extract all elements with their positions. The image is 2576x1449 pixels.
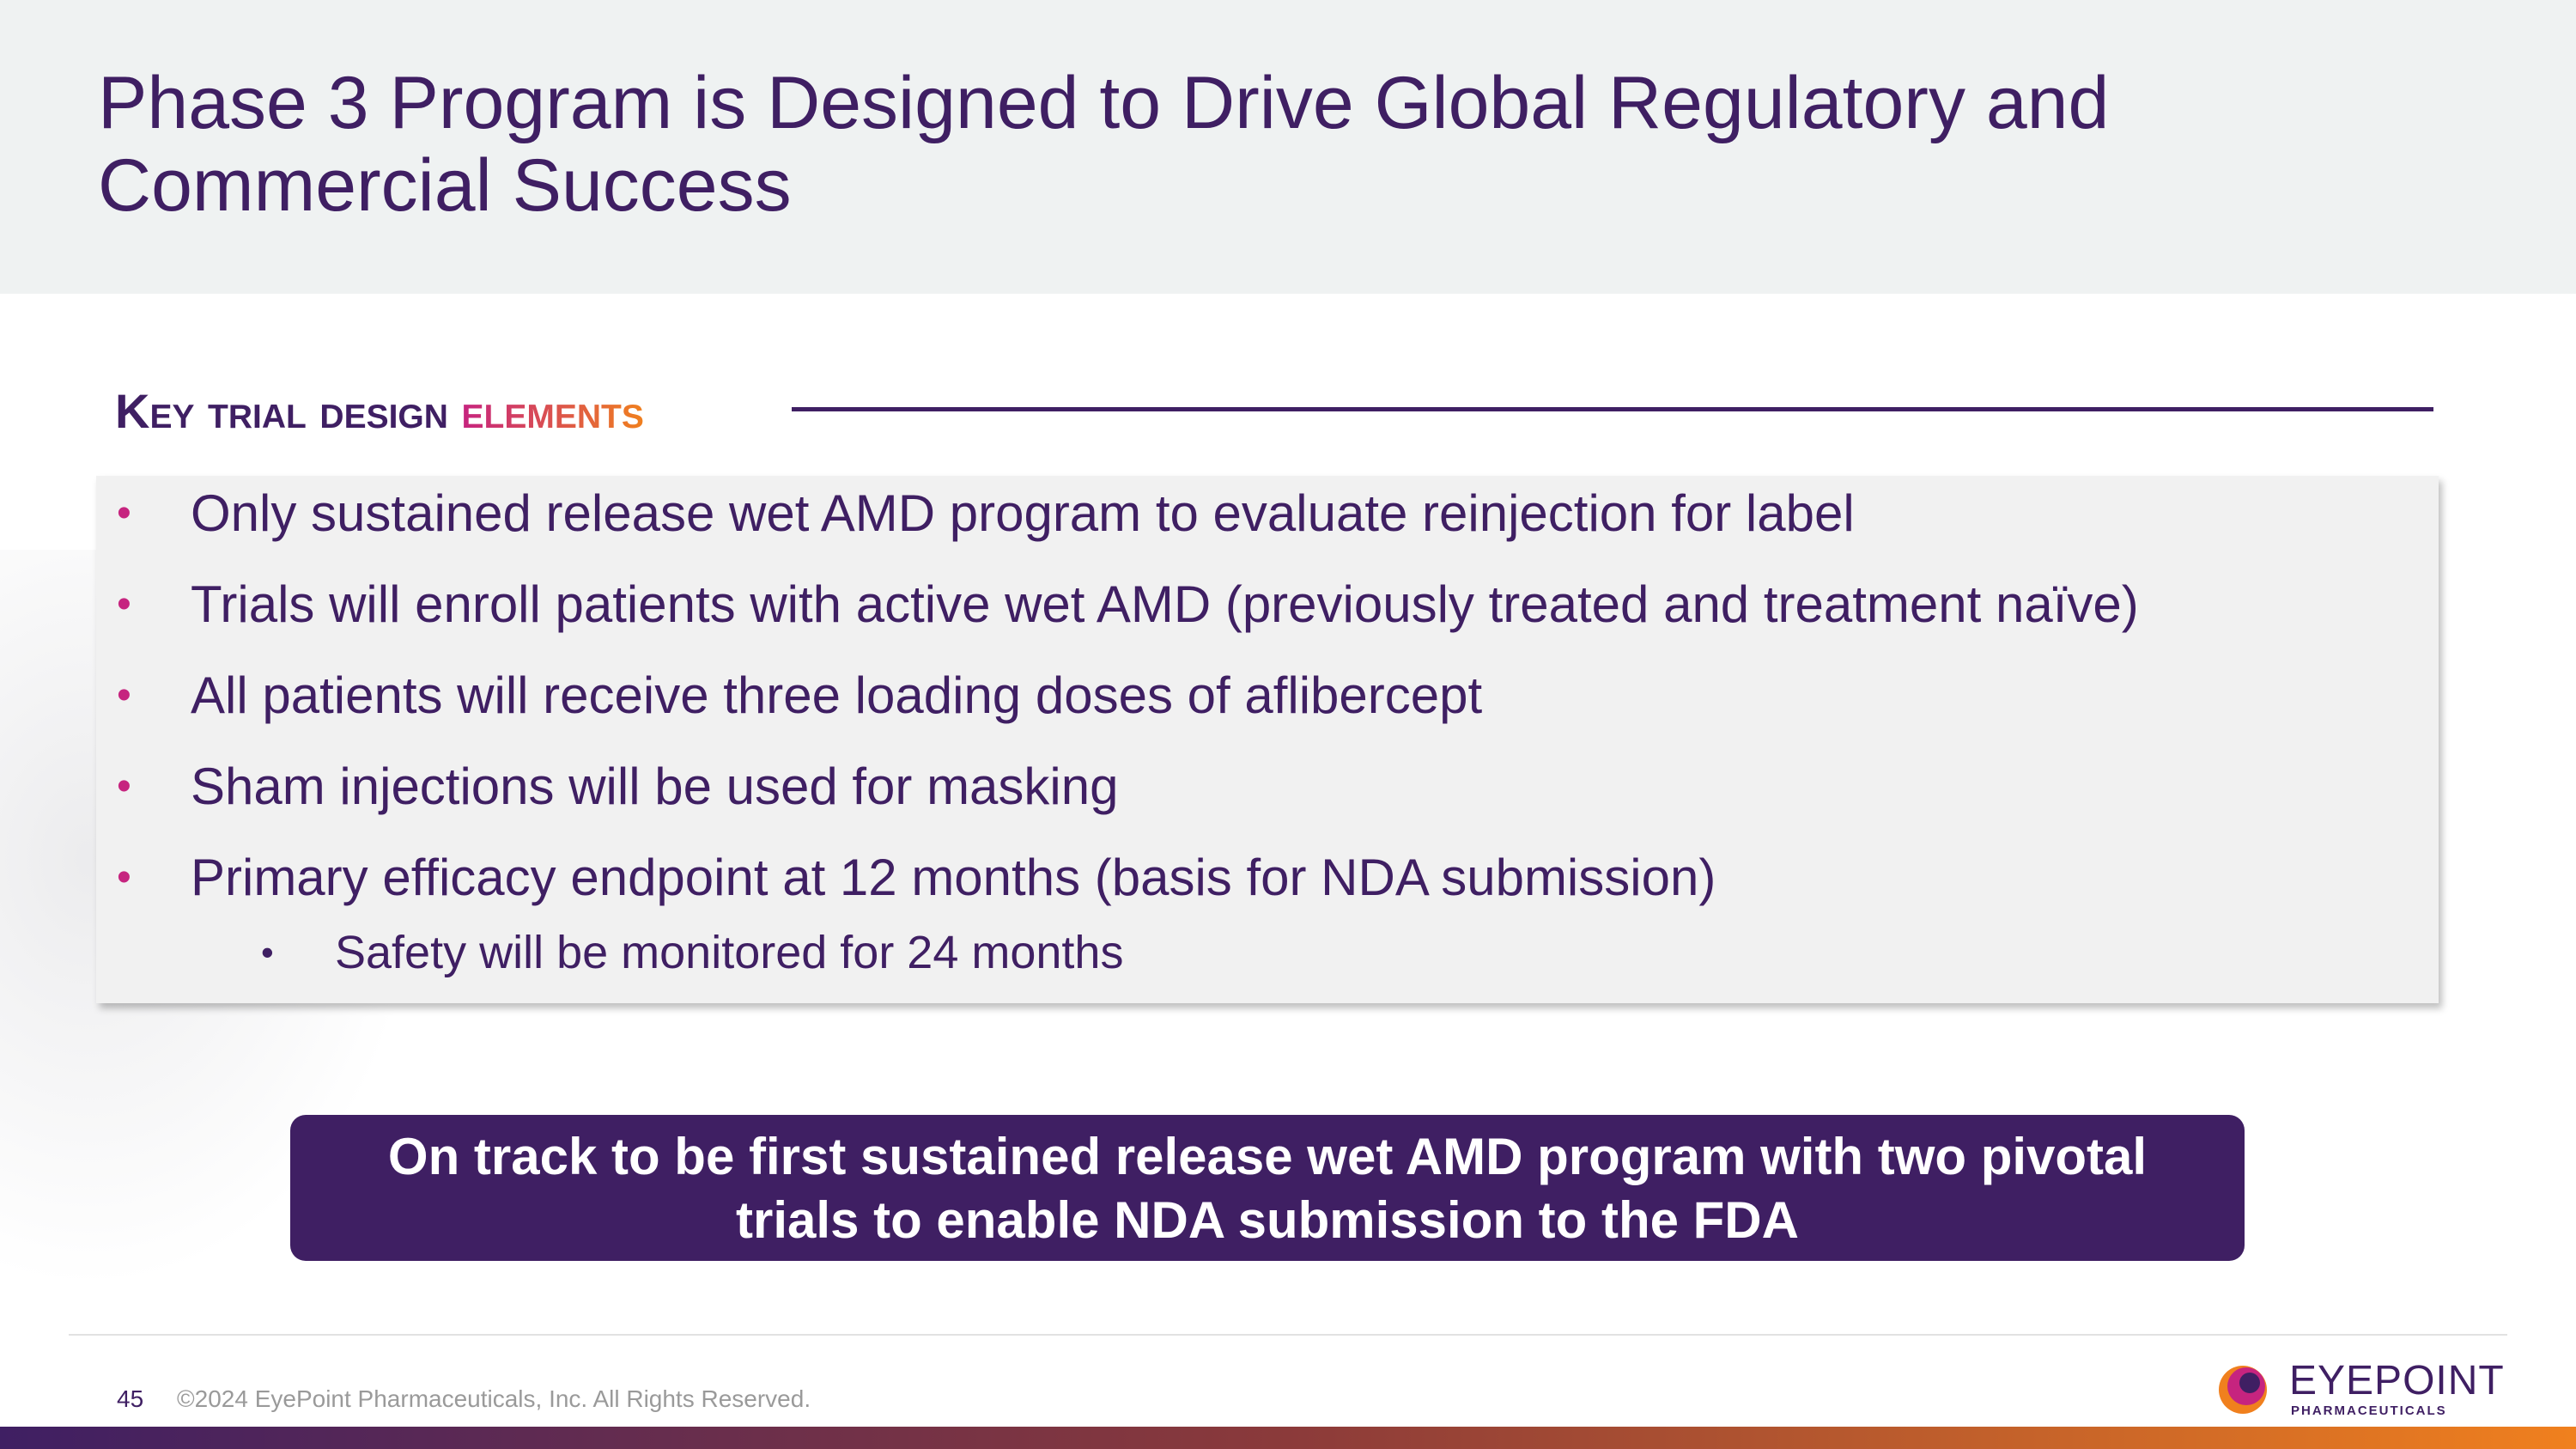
bullet-text: Only sustained release wet AMD program t…	[191, 484, 1855, 542]
bullet-text: Primary efficacy endpoint at 12 months (…	[191, 849, 1716, 906]
company-logo: EYEPOINT PHARMACEUTICALS	[2217, 1359, 2504, 1421]
section-heading: Key trial design elements	[115, 383, 644, 440]
page-title-line-2: Commercial Success	[98, 144, 792, 227]
eyepoint-logo-icon	[2219, 1366, 2267, 1414]
header-band	[0, 0, 2576, 294]
section-heading-word-1: Key	[115, 384, 195, 438]
bullet-marker: •	[117, 764, 131, 809]
bullet-text: All patients will receive three loading …	[191, 667, 1483, 724]
callout-line-2: trials to enable NDA submission to the F…	[736, 1191, 1799, 1249]
section-divider	[792, 407, 2433, 411]
bullet-text: Sham injections will be used for masking	[191, 758, 1119, 815]
section-heading-word-3: design	[319, 384, 448, 438]
key-elements-box: • Only sustained release wet AMD program…	[96, 476, 2439, 1003]
bullet-marker: •	[117, 581, 131, 627]
logo-wordmark: EYEPOINT	[2289, 1358, 2505, 1403]
copyright-text: ©2024 EyePoint Pharmaceuticals, Inc. All…	[177, 1385, 811, 1412]
bullet-marker: •	[117, 673, 131, 718]
bullet-marker: •	[117, 855, 131, 900]
logo-subtitle: PHARMACEUTICALS	[2291, 1403, 2447, 1418]
section-heading-word-2: trial	[208, 384, 307, 438]
section-heading-word-4: elements	[461, 384, 644, 438]
page-title-line-1: Phase 3 Program is Designed to Drive Glo…	[98, 62, 2110, 144]
sub-bullet-text: Safety will be monitored for 24 months	[335, 927, 1124, 978]
sub-bullet-marker: •	[261, 932, 274, 972]
footer-divider	[69, 1334, 2507, 1336]
callout-line-1: On track to be first sustained release w…	[387, 1128, 2148, 1185]
bullet-marker: •	[117, 490, 131, 536]
bullet-text: Trials will enroll patients with active …	[191, 575, 2139, 633]
bottom-gradient-bar	[0, 1427, 2576, 1449]
page-number: 45	[117, 1385, 144, 1412]
page-title: Phase 3 Program is Designed to Drive Glo…	[98, 62, 2416, 227]
callout-banner: On track to be first sustained release w…	[290, 1115, 2245, 1261]
